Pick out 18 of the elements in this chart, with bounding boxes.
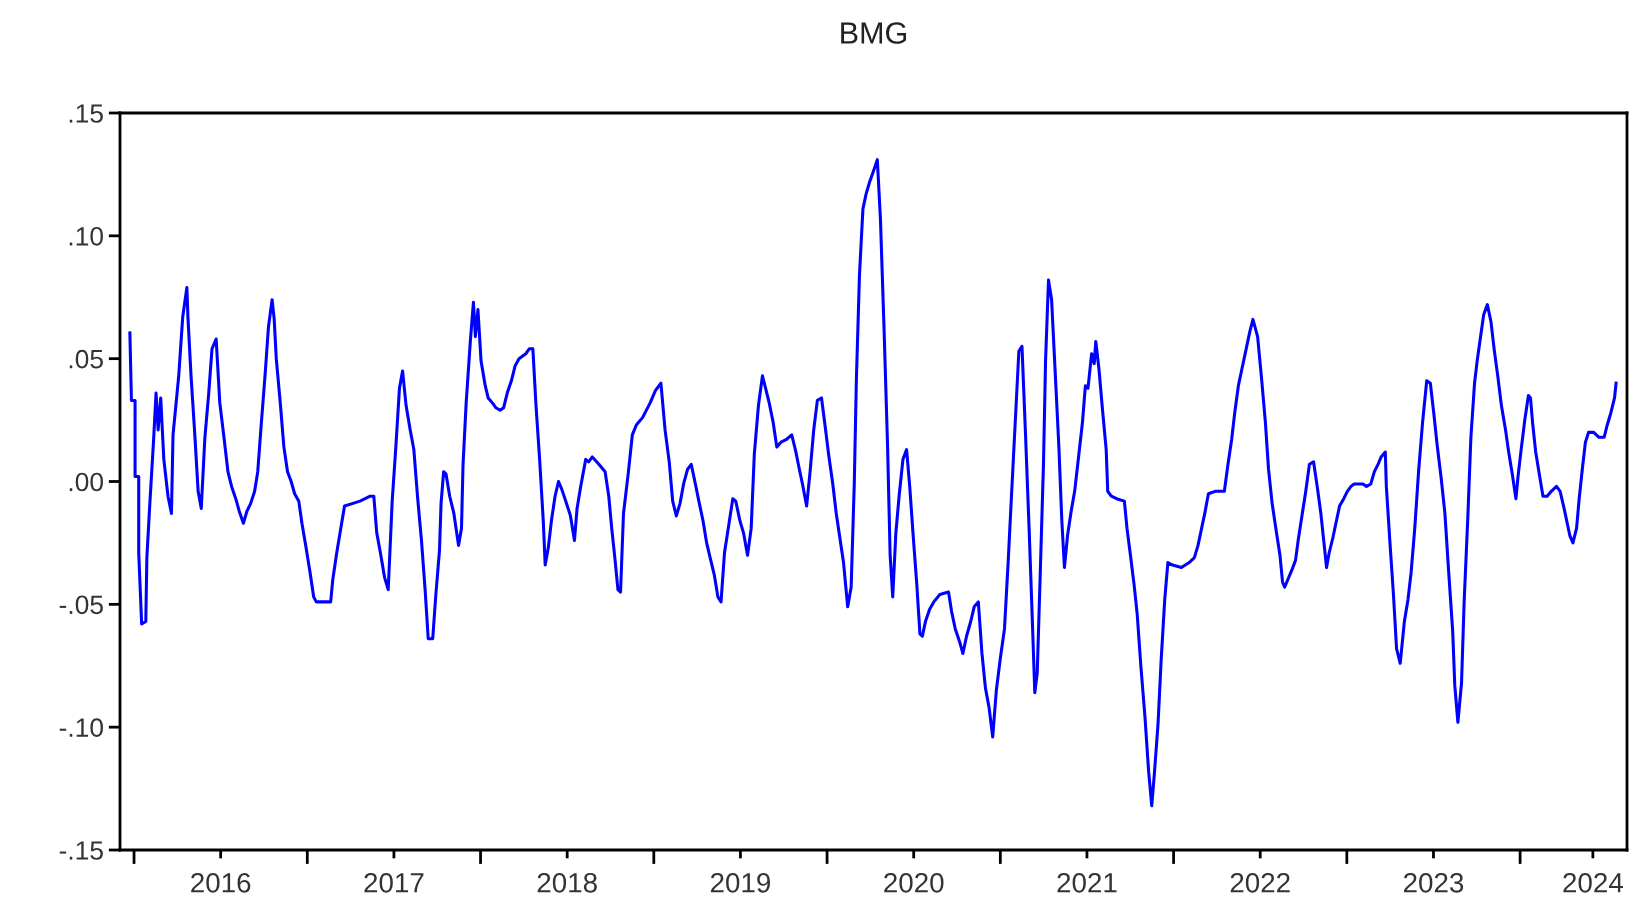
y-tick-label: -.10: [59, 718, 103, 737]
y-tick-label: .10: [69, 226, 103, 246]
y-tick-label: -.15: [59, 841, 103, 860]
x-tick-label: 2018: [537, 872, 597, 893]
x-tick-label: 2023: [1403, 872, 1464, 893]
y-tick-label: .15: [69, 104, 103, 123]
x-tick-label: 2016: [191, 872, 251, 893]
x-tick-label: 2024: [1563, 872, 1623, 893]
y-tick-label: -.05: [59, 595, 103, 615]
y-tick-label: .00: [69, 472, 103, 492]
x-tick-label: 2021: [1057, 872, 1117, 893]
x-tick-label: 2020: [884, 872, 944, 893]
x-tick-label: 2019: [710, 872, 771, 893]
x-tick-label: 2017: [364, 872, 424, 893]
chart-title: BMG: [841, 22, 907, 44]
line-series: [128, 158, 1618, 808]
x-tick-label: 2022: [1230, 872, 1290, 893]
y-tick-label: .05: [69, 349, 103, 369]
